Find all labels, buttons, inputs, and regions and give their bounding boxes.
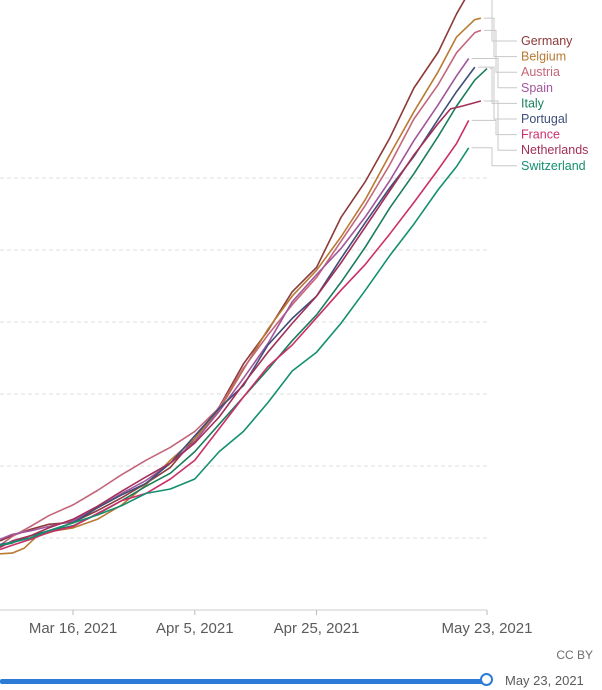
x-tick-label: Apr 25, 2021 bbox=[274, 620, 360, 637]
x-tick-label: Mar 16, 2021 bbox=[29, 620, 117, 637]
timeline-date-label: May 23, 2021 bbox=[505, 673, 584, 688]
timeline-slider[interactable]: May 23, 2021 bbox=[0, 668, 602, 690]
legend-label-germany[interactable]: Germany bbox=[521, 34, 573, 48]
series-line-austria[interactable] bbox=[0, 29, 482, 546]
legend-connector bbox=[471, 57, 517, 89]
legend-connector bbox=[471, 119, 517, 136]
series-line-france[interactable] bbox=[0, 120, 470, 551]
series-line-spain[interactable] bbox=[0, 58, 470, 541]
series-line-germany[interactable] bbox=[0, 0, 481, 542]
legend-label-france[interactable]: France bbox=[521, 128, 560, 142]
legend-connector bbox=[483, 29, 517, 73]
series-lines bbox=[0, 0, 488, 555]
x-axis-ticks: Mar 16, 2021 Apr 5, 2021 Apr 25, 2021 May 2… bbox=[29, 610, 533, 637]
timeline-track[interactable] bbox=[0, 679, 488, 684]
timeline-handle[interactable] bbox=[480, 673, 493, 686]
series-line-switzerland[interactable] bbox=[0, 147, 470, 546]
legend-connector bbox=[490, 68, 517, 104]
legend-label-italy[interactable]: Italy bbox=[521, 96, 545, 110]
legend-connector bbox=[471, 147, 517, 167]
x-tick-label: May 23, 2021 bbox=[442, 620, 533, 637]
legend-connector bbox=[483, 100, 517, 151]
legend-connectors bbox=[471, 0, 517, 167]
gridlines bbox=[0, 177, 487, 539]
license-credit[interactable]: CC BY bbox=[556, 648, 593, 662]
legend-label-austria[interactable]: Austria bbox=[521, 65, 560, 79]
legend-label-switzerland[interactable]: Switzerland bbox=[521, 159, 586, 173]
x-tick-label: Apr 5, 2021 bbox=[156, 620, 234, 637]
legend-label-portugal[interactable]: Portugal bbox=[521, 112, 568, 126]
legend-connector bbox=[483, 17, 517, 58]
legend-label-spain[interactable]: Spain bbox=[521, 81, 553, 95]
legend-label-netherlands[interactable]: Netherlands bbox=[521, 143, 588, 157]
legend-label-belgium[interactable]: Belgium bbox=[521, 50, 566, 64]
series-line-netherlands[interactable] bbox=[0, 100, 482, 549]
legend-connector bbox=[491, 0, 517, 42]
legend-connector bbox=[477, 66, 517, 120]
